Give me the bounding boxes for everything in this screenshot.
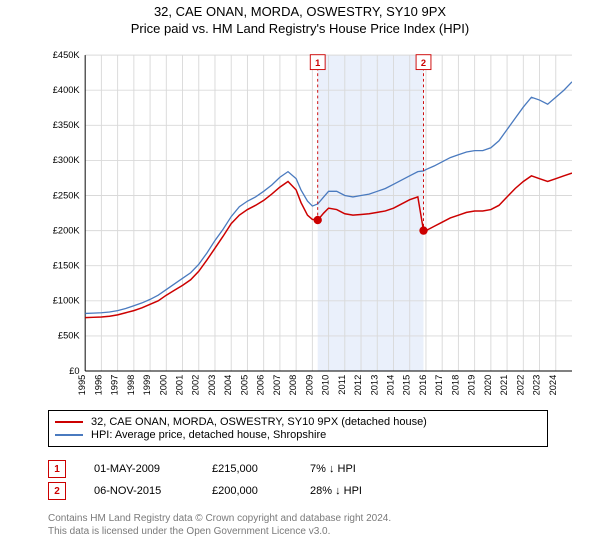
tx-delta: 28% ↓ HPI bbox=[310, 485, 362, 497]
svg-text:2014: 2014 bbox=[385, 375, 395, 396]
svg-text:1999: 1999 bbox=[142, 375, 152, 396]
svg-text:£400K: £400K bbox=[53, 85, 81, 95]
svg-text:2024: 2024 bbox=[548, 375, 558, 396]
svg-text:2010: 2010 bbox=[321, 375, 331, 396]
down-arrow-icon: ↓ bbox=[329, 463, 335, 475]
svg-text:2005: 2005 bbox=[239, 375, 249, 396]
down-arrow-icon: ↓ bbox=[335, 485, 341, 497]
legend-swatch-property bbox=[55, 421, 83, 423]
svg-text:2018: 2018 bbox=[450, 375, 460, 396]
svg-text:2008: 2008 bbox=[288, 375, 298, 396]
svg-text:2: 2 bbox=[421, 58, 426, 68]
svg-text:2002: 2002 bbox=[191, 375, 201, 396]
attribution-line2: This data is licensed under the Open Gov… bbox=[48, 525, 391, 538]
price-chart: £0 £50K £100K £150K £200K £250K £300K £350K £400… bbox=[48, 44, 572, 384]
legend: 32, CAE ONAN, MORDA, OSWESTRY, SY10 9PX … bbox=[48, 410, 548, 447]
tx-badge: 1 bbox=[48, 460, 66, 478]
legend-label-hpi: HPI: Average price, detached house, Shro… bbox=[91, 429, 326, 441]
tx-date: 01-MAY-2009 bbox=[94, 463, 184, 475]
svg-text:2019: 2019 bbox=[467, 375, 477, 396]
svg-text:£250K: £250K bbox=[53, 190, 81, 200]
svg-text:2016: 2016 bbox=[418, 375, 428, 396]
titles: 32, CAE ONAN, MORDA, OSWESTRY, SY10 9PX … bbox=[0, 0, 600, 36]
attribution-line1: Contains HM Land Registry data © Crown c… bbox=[48, 512, 391, 525]
tx-price: £215,000 bbox=[212, 463, 282, 475]
svg-text:2012: 2012 bbox=[353, 375, 363, 396]
tx-badge: 2 bbox=[48, 482, 66, 500]
svg-text:£300K: £300K bbox=[53, 155, 81, 165]
svg-text:£0: £0 bbox=[69, 366, 79, 376]
table-row: 1 01-MAY-2009 £215,000 7% ↓ HPI bbox=[48, 460, 362, 478]
svg-text:£200K: £200K bbox=[53, 225, 81, 235]
legend-swatch-hpi bbox=[55, 434, 83, 436]
svg-text:2004: 2004 bbox=[223, 375, 233, 396]
svg-text:2015: 2015 bbox=[402, 375, 412, 396]
title-subtitle: Price paid vs. HM Land Registry's House … bbox=[0, 21, 600, 36]
svg-text:1995: 1995 bbox=[77, 375, 87, 396]
svg-text:2021: 2021 bbox=[499, 375, 509, 396]
svg-text:2007: 2007 bbox=[272, 375, 282, 396]
svg-text:2013: 2013 bbox=[369, 375, 379, 396]
svg-text:2009: 2009 bbox=[304, 375, 314, 396]
svg-text:1996: 1996 bbox=[93, 375, 103, 396]
svg-text:£50K: £50K bbox=[58, 331, 80, 341]
svg-text:2022: 2022 bbox=[515, 375, 525, 396]
chart-container: { "titles": { "line1": "32, CAE ONAN, MO… bbox=[0, 0, 600, 560]
svg-text:2003: 2003 bbox=[207, 375, 217, 396]
legend-row-hpi: HPI: Average price, detached house, Shro… bbox=[55, 429, 541, 441]
title-address: 32, CAE ONAN, MORDA, OSWESTRY, SY10 9PX bbox=[0, 4, 600, 19]
svg-text:2020: 2020 bbox=[483, 375, 493, 396]
legend-row-property: 32, CAE ONAN, MORDA, OSWESTRY, SY10 9PX … bbox=[55, 416, 541, 428]
table-row: 2 06-NOV-2015 £200,000 28% ↓ HPI bbox=[48, 482, 362, 500]
svg-text:£100K: £100K bbox=[53, 296, 81, 306]
svg-text:2017: 2017 bbox=[434, 375, 444, 396]
svg-text:2000: 2000 bbox=[158, 375, 168, 396]
svg-text:2006: 2006 bbox=[256, 375, 266, 396]
svg-text:1: 1 bbox=[315, 58, 320, 68]
svg-text:2001: 2001 bbox=[175, 375, 185, 396]
svg-text:1998: 1998 bbox=[126, 375, 136, 396]
tx-price: £200,000 bbox=[212, 485, 282, 497]
tx-delta: 7% ↓ HPI bbox=[310, 463, 356, 475]
svg-text:1997: 1997 bbox=[110, 375, 120, 396]
legend-label-property: 32, CAE ONAN, MORDA, OSWESTRY, SY10 9PX … bbox=[91, 416, 427, 428]
chart-svg: £0 £50K £100K £150K £200K £250K £300K £350K £400… bbox=[48, 44, 572, 410]
svg-text:£450K: £450K bbox=[53, 50, 81, 60]
svg-text:£350K: £350K bbox=[53, 120, 81, 130]
svg-text:£150K: £150K bbox=[53, 260, 81, 270]
transactions-table: 1 01-MAY-2009 £215,000 7% ↓ HPI 2 06-NOV… bbox=[48, 456, 362, 504]
tx-date: 06-NOV-2015 bbox=[94, 485, 184, 497]
svg-text:2011: 2011 bbox=[337, 375, 347, 395]
svg-text:2023: 2023 bbox=[532, 375, 542, 396]
attribution: Contains HM Land Registry data © Crown c… bbox=[48, 512, 391, 538]
